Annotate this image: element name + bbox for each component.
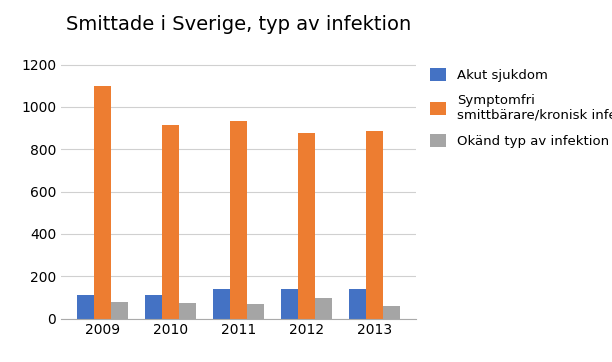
Bar [179, 303, 196, 319]
Bar [383, 306, 400, 319]
Title: Smittade i Sverige, typ av infektion: Smittade i Sverige, typ av infektion [66, 14, 411, 34]
Legend: Akut sjukdom, Symptomfri
smittbärare/kronisk infektion, Okänd typ av infektion: Akut sjukdom, Symptomfri smittbärare/kro… [427, 64, 612, 152]
Bar [281, 289, 298, 319]
Bar [213, 289, 230, 319]
Bar [366, 131, 383, 319]
Bar [349, 289, 366, 319]
Bar [77, 295, 94, 319]
Bar [247, 304, 264, 319]
Bar [162, 125, 179, 319]
Bar [315, 298, 332, 319]
Bar [230, 121, 247, 319]
Bar [94, 86, 111, 319]
Bar [298, 133, 315, 319]
Bar [111, 302, 129, 319]
Bar [145, 295, 162, 319]
